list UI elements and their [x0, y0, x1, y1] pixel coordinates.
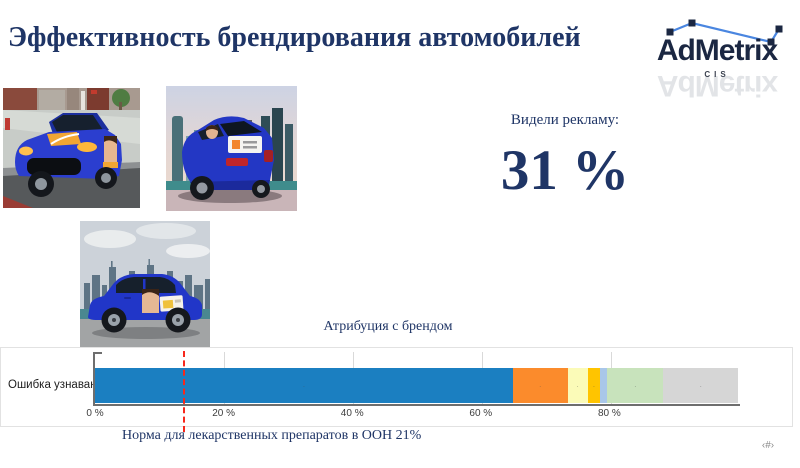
x-axis-tick-label: 20 % — [212, 408, 235, 419]
bar-segment-label: - — [303, 382, 305, 388]
car-illustration — [178, 116, 282, 203]
bar-segment-label: - — [699, 382, 702, 388]
logo-subtitle: CIS — [704, 70, 730, 79]
car-illustration — [15, 113, 122, 197]
chart-category-label: Ошибка узнавания — [8, 379, 110, 391]
slide-number-placeholder: ‹#› — [761, 440, 775, 451]
bar-segment: - — [587, 368, 601, 403]
bar-segment: - — [567, 368, 588, 403]
x-axis-tick-labels: 0 % 20 % 40 % 60 % 80 % — [86, 408, 738, 422]
x-axis-tick-label: 60 % — [469, 408, 493, 419]
x-axis-tick-label: 0 % — [86, 408, 104, 419]
car-photo-rear-view — [166, 86, 297, 211]
x-axis-tick-label: 40 % — [340, 408, 364, 419]
car-photo-side-view — [80, 221, 210, 347]
bar-segment: - — [663, 368, 738, 403]
bar-segment: - — [512, 368, 568, 403]
bar-segment-label: - — [634, 382, 637, 388]
chart-title: Атрибуция с брендом — [323, 319, 453, 334]
car-photo-front-view — [3, 88, 140, 208]
norm-reference-line — [183, 351, 186, 432]
logo-brand-text: AdMetrix — [656, 34, 778, 67]
bar-segment: - — [95, 368, 513, 403]
car-illustration — [88, 274, 202, 333]
bar-segment-label: - — [576, 382, 579, 388]
bar-segment — [600, 368, 608, 403]
logo-chart-line-icon — [666, 19, 783, 46]
seen-ad-label: Видели рекламу: — [510, 112, 620, 128]
x-axis-tick-label: 80 % — [597, 408, 621, 419]
y-axis-tick — [93, 352, 102, 354]
seen-ad-value: 31 % — [500, 139, 630, 202]
chart-footnote: Норма для лекарственных препаратов в ООН… — [122, 428, 422, 443]
bar-segment: - — [607, 368, 664, 403]
stacked-bar: ------ — [95, 368, 738, 403]
bar-segment-label: - — [593, 382, 595, 388]
admetrix-logo: AdMetrix AdMetrix CIS — [642, 4, 792, 102]
slide-title: Эффективность брендирования автомобилей — [8, 22, 581, 53]
bar-segment-label: - — [539, 382, 541, 388]
